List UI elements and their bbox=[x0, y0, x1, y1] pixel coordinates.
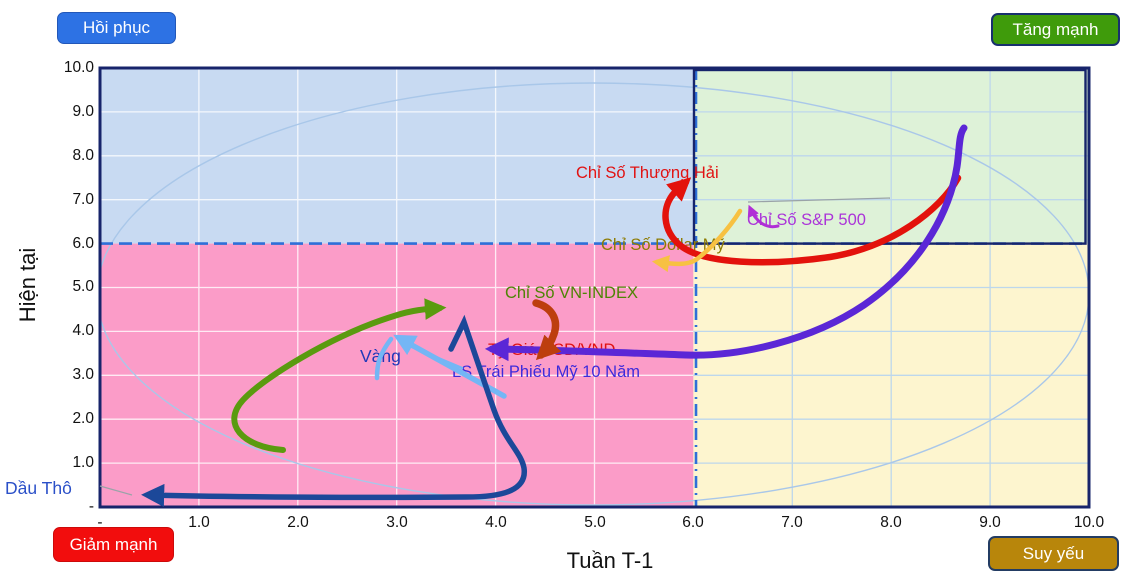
y-tick: 6.0 bbox=[72, 235, 94, 252]
y-tick: 5.0 bbox=[72, 278, 94, 295]
y-tick: 10.0 bbox=[63, 59, 94, 76]
y-tick: 2.0 bbox=[72, 410, 94, 427]
x-tick: 3.0 bbox=[386, 514, 408, 531]
quadrant-button-weakening[interactable]: Suy yếu bbox=[988, 536, 1119, 571]
y-tick: 1.0 bbox=[72, 454, 94, 471]
x-tick: 8.0 bbox=[880, 514, 902, 531]
series-label-crude-oil: Dầu Thô bbox=[5, 478, 72, 498]
y-tick: 8.0 bbox=[72, 147, 94, 164]
x-tick: 7.0 bbox=[781, 514, 803, 531]
x-tick: 5.0 bbox=[584, 514, 606, 531]
x-tick: 9.0 bbox=[979, 514, 1001, 531]
quadrant-button-strong-down[interactable]: Giảm mạnh bbox=[53, 527, 174, 562]
x-axis-title: Tuần T-1 bbox=[566, 548, 654, 573]
x-tick: - bbox=[97, 514, 103, 531]
y-tick: 3.0 bbox=[72, 366, 94, 383]
y-tick: - bbox=[88, 498, 94, 515]
y-tick: 4.0 bbox=[72, 322, 94, 339]
quadrant-button-recovery[interactable]: Hồi phục bbox=[57, 12, 176, 44]
x-tick: 6.0 bbox=[682, 514, 704, 531]
y-tick: 9.0 bbox=[72, 103, 94, 120]
x-tick: 1.0 bbox=[188, 514, 210, 531]
quadrant-button-strong-up[interactable]: Tăng mạnh bbox=[991, 13, 1120, 46]
x-tick: 4.0 bbox=[485, 514, 507, 531]
y-tick: 7.0 bbox=[72, 191, 94, 208]
x-tick: 10.0 bbox=[1073, 514, 1105, 531]
x-tick: 2.0 bbox=[287, 514, 309, 531]
y-axis-title: Hiện tại bbox=[15, 247, 40, 323]
